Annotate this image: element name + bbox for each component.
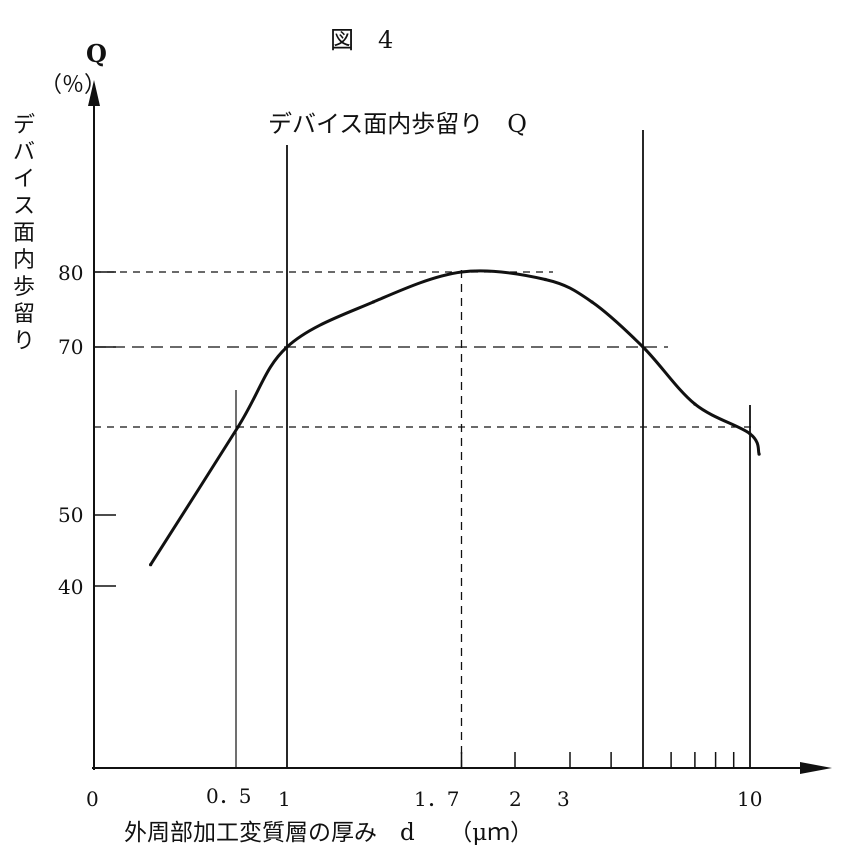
y-axis-symbol: Q	[86, 39, 107, 68]
figure-label: 図 4	[330, 26, 393, 54]
x-tick-label-0: 0	[86, 787, 99, 811]
chart-title: デバイス面内歩留り Q	[268, 110, 527, 138]
y-ticks	[94, 272, 116, 586]
yield-curve	[151, 271, 760, 565]
x-tick-label-3: 3	[557, 787, 570, 811]
data-point-8	[693, 403, 696, 406]
data-point-7	[641, 345, 644, 348]
y-axis-label: デバイス面内歩留り	[12, 112, 36, 355]
x-tick-label-2: 2	[509, 787, 522, 811]
x-tick-label-0.5: 0．5	[206, 784, 251, 808]
y-tick-label-80: 80	[58, 261, 83, 285]
y-tick-label-40: 40	[58, 575, 83, 599]
y-unit: （％）	[40, 73, 106, 98]
data-point-4	[460, 270, 463, 273]
horizontal-reference-lines	[94, 272, 752, 427]
x-axis-label: 外周部加工変質層の厚み d （μｍ）	[124, 820, 533, 846]
x-minor-ticks	[462, 752, 734, 768]
x-tick-label-10: 10	[737, 787, 762, 811]
x-axis-arrow	[800, 762, 832, 774]
vertical-reference-lines	[236, 130, 750, 768]
x-tick-label-1: 1	[278, 787, 291, 811]
data-point-5	[544, 278, 547, 281]
series	[149, 270, 761, 566]
x-tick-label-1.7: 1．7	[414, 787, 459, 811]
y-tick-label-70: 70	[58, 335, 83, 359]
data-point-6	[590, 300, 593, 303]
chart-texts: Q （％） デバイス面内歩留り Q 外周部加工変質層の厚み d （μｍ） 40 …	[40, 39, 762, 846]
data-point-10	[758, 453, 761, 456]
data-point-3	[372, 300, 375, 303]
y-tick-label-50: 50	[58, 503, 83, 527]
data-point-9	[748, 432, 751, 435]
data-point-0	[149, 563, 152, 566]
data-point-1	[236, 425, 239, 428]
data-point-2	[285, 345, 288, 348]
figure-label-text: 図 4	[330, 26, 393, 54]
